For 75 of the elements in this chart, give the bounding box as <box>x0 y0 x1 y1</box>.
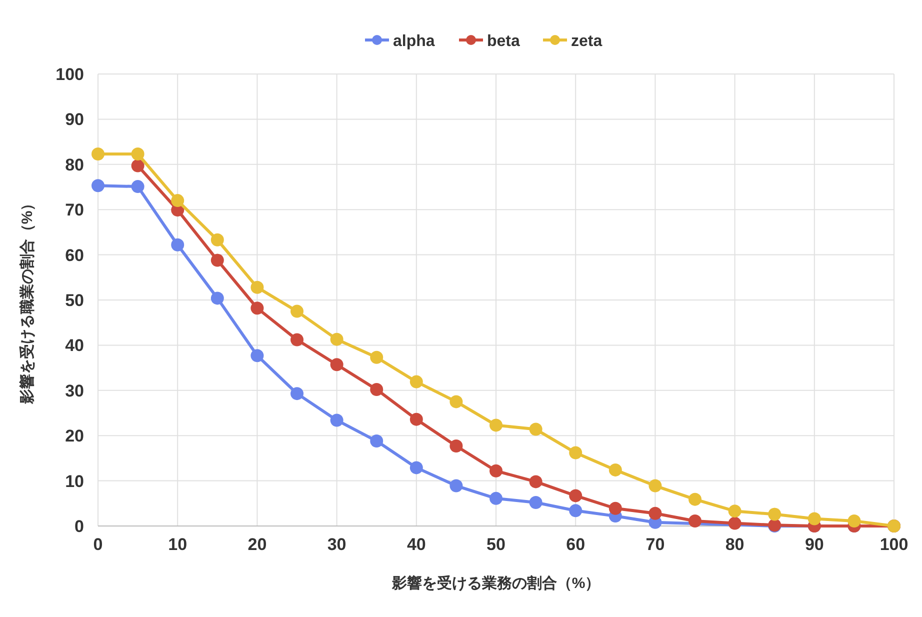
point <box>92 148 104 161</box>
point <box>490 418 502 432</box>
x-tick-label: 50 <box>486 535 506 554</box>
y-tick-label: 30 <box>65 381 84 400</box>
point <box>131 159 144 172</box>
point <box>569 504 582 518</box>
x-tick-label: 30 <box>327 535 346 554</box>
point <box>450 479 463 492</box>
x-tick-label: 70 <box>646 535 665 554</box>
point <box>131 180 144 194</box>
point <box>330 414 344 427</box>
point <box>728 504 742 518</box>
point <box>608 463 622 476</box>
legend-label: beta <box>487 33 520 50</box>
point <box>171 238 184 252</box>
point <box>808 512 821 526</box>
point <box>608 502 622 515</box>
point <box>490 464 502 478</box>
y-tick-label: 50 <box>65 291 84 310</box>
legend-label: alpha <box>393 33 435 50</box>
x-tick-label: 10 <box>168 535 188 554</box>
point <box>529 422 542 436</box>
y-tick-label: 90 <box>65 110 84 130</box>
y-tick-label: 0 <box>74 517 84 536</box>
y-tick-label: 80 <box>65 155 84 174</box>
x-tick-label: 60 <box>566 535 586 554</box>
point <box>250 302 264 315</box>
point <box>250 349 264 362</box>
point <box>92 179 104 192</box>
point <box>410 412 423 426</box>
point <box>490 492 502 505</box>
point <box>370 350 384 364</box>
x-tick-label: 0 <box>93 535 103 554</box>
point <box>410 461 423 474</box>
x-axis-title: 影響を受ける業務の割合（%） <box>390 575 600 592</box>
point <box>768 508 782 521</box>
point <box>210 254 224 267</box>
point <box>131 148 144 161</box>
y-tick-label: 20 <box>65 426 84 446</box>
point <box>569 446 582 460</box>
y-tick-label: 40 <box>65 336 84 356</box>
point <box>688 514 702 528</box>
legend-label: zeta <box>571 33 602 50</box>
point <box>370 382 384 396</box>
point <box>330 358 344 372</box>
point <box>688 492 702 506</box>
y-tick-label: 100 <box>56 65 84 84</box>
point <box>210 233 224 246</box>
y-axis-title: 影響を受ける職業の割合（%） <box>19 196 36 406</box>
point <box>450 439 463 452</box>
point <box>250 280 264 294</box>
point <box>370 434 384 448</box>
y-tick-label: 60 <box>65 246 84 265</box>
point <box>290 333 304 346</box>
point <box>529 496 542 509</box>
x-tick-label: 90 <box>804 535 824 554</box>
x-tick-label: 40 <box>406 535 426 554</box>
y-tick-label: 10 <box>65 472 84 491</box>
point <box>330 332 344 346</box>
point <box>728 516 742 530</box>
point <box>450 395 463 408</box>
x-tick-label: 80 <box>725 535 744 554</box>
point <box>648 506 662 520</box>
y-tick-label: 70 <box>65 200 84 220</box>
point <box>529 475 542 488</box>
point <box>210 292 224 305</box>
point <box>569 489 582 502</box>
x-tick-label: 100 <box>880 535 908 554</box>
point <box>290 387 304 400</box>
x-tick-label: 20 <box>248 535 267 554</box>
point <box>848 514 861 528</box>
point <box>290 304 304 318</box>
point <box>648 479 662 492</box>
point <box>171 194 184 208</box>
point <box>410 375 423 388</box>
